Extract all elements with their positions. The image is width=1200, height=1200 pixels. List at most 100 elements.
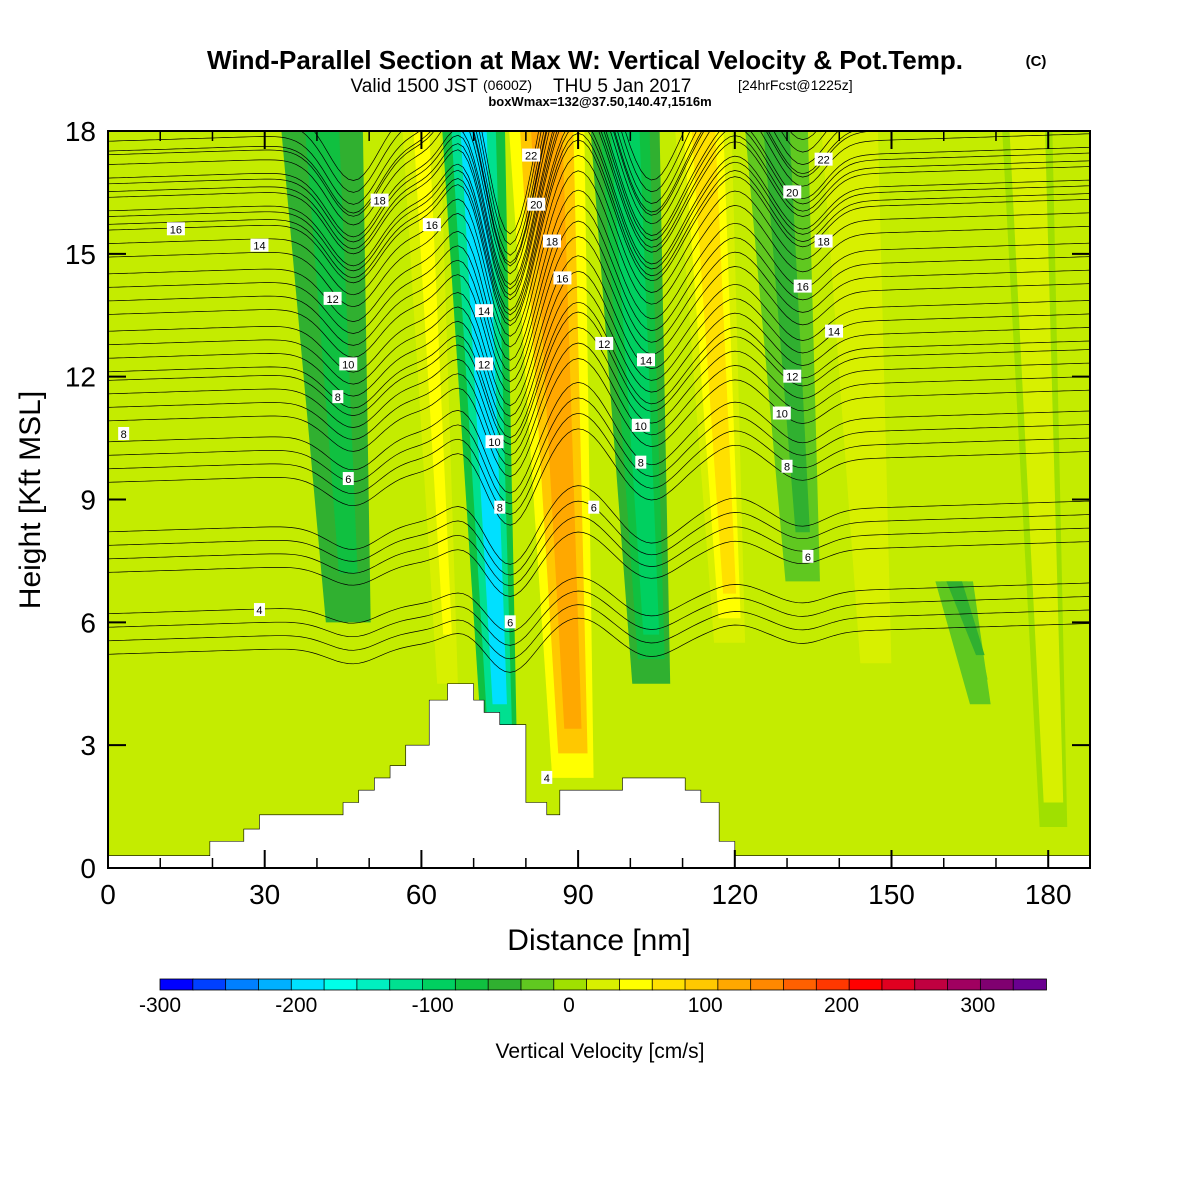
velocity-band [460,131,507,705]
contour-label-text: 10 [488,437,500,449]
contour-label-text: 12 [478,359,490,371]
colorbar-tick-label: -300 [139,994,181,1017]
colorbar-swatch [159,978,194,991]
theta-contour-line [108,131,1090,311]
theta-contour-line [108,590,1090,646]
contour-label-bg [166,222,185,236]
plot-area: 16 14 18 16 12 10 8 6 8 4 14 12 10 8 6 22 20 18 16 12 14 10 8 6… [108,131,1090,868]
vertical-velocity-field [281,131,1068,828]
theta-contour-line [108,132,1090,322]
contour-label: 18 [814,234,833,249]
contour-label-bg [802,549,814,563]
theta-contour-line [108,270,1090,417]
subtitle-box-max: boxWmax=132@37.50,140.47,1516m [488,94,711,109]
contour-label-text: 8 [784,462,790,474]
colorbar-swatch [192,978,227,991]
theta-contour-line [108,382,1090,494]
contour-label: 14 [250,238,269,253]
contour-label-bg [825,324,844,338]
theta-contour-line [108,131,839,256]
y-axis-label: Height [Kft MSL] [14,391,47,609]
colorbar-tick-label: 100 [688,994,723,1017]
x-tick-label: 60 [406,879,437,910]
contour-label-bg [253,603,265,617]
colorbar-swatch [947,978,982,991]
contour-label-text: 22 [817,155,829,167]
y-tick-label: 9 [80,485,96,516]
contour-label-bg [250,238,269,252]
colorbar-swatch [389,978,424,991]
contour-label: 16 [422,218,441,232]
velocity-band [837,131,883,615]
contour-label-bg [553,271,572,285]
colorbar-swatch [848,978,883,991]
contour-label-bg [588,500,600,514]
contour-label-text: 20 [786,187,798,199]
contour-label-bg [118,426,130,440]
theta-contour-line [108,286,1090,428]
contour-label: 12 [323,291,342,306]
x-axis-label: Distance [nm] [507,924,690,957]
contour-label: 16 [553,271,572,285]
subtitle-zulu: (0600Z) [483,77,532,93]
contour-label-text: 10 [635,421,647,433]
contour-label: 12 [475,357,494,371]
contour-label-bg [541,770,553,784]
contour-label: 18 [542,234,561,249]
contour-label-text: 22 [525,151,537,163]
contour-label: 16 [166,222,185,236]
colorbar-swatch [651,978,686,991]
contour-label-text: 18 [546,237,558,249]
velocity-band [1016,131,1060,778]
theta-contour-line [108,131,855,264]
subtitle-date: THU 5 Jan 2017 [553,76,691,97]
colorbar-tick-label: -100 [412,994,454,1017]
x-tick-label: 30 [249,879,280,910]
contour-label: 6 [342,472,354,486]
contour-label-bg [527,197,546,211]
theta-contour-line [108,131,1090,285]
colorbar-swatch [258,978,293,991]
contour-label-bg [494,500,506,514]
contour-label-bg [783,369,802,383]
colorbar-swatch [553,978,588,991]
contour-label: 20 [527,197,546,212]
contour-label: 12 [783,369,802,384]
colorbar-swatch [684,978,719,991]
colorbar-swatch [454,978,490,991]
velocity-band [940,581,988,680]
contour-label-bg [504,615,516,629]
theta-contour-line [108,301,1090,439]
velocity-band [946,581,985,656]
theta-contour-line [108,397,1090,505]
contour-label: 6 [504,615,516,629]
colorbar-swatch [520,978,555,991]
contour-label-bg [370,193,389,207]
contour-label-bg [339,357,358,371]
x-tick-label: 150 [868,879,915,910]
theta-contour-line [108,131,1090,316]
theta-contour-line [108,342,1090,467]
contour-label-bg [814,234,833,248]
x-tick-label: 0 [100,879,116,910]
contour-label: 22 [814,152,833,167]
contour-label: 22 [522,148,541,163]
contour-label-text: 16 [426,220,438,232]
theta-contour-line [108,577,1090,633]
contour-label-bg [332,390,344,404]
chart-title: Wind-Parallel Section at Max W: Vertical… [207,45,963,75]
theta-contour-line [108,131,1090,275]
contour-label-text: 18 [373,196,385,208]
theta-contour-line [108,255,1090,407]
colorbar-swatch [619,978,654,991]
y-tick-label: 6 [80,607,96,638]
theta-contour-line [108,412,1090,515]
colorbar-swatch [1012,978,1047,991]
contour-label: 12 [595,336,614,351]
contour-label-bg [637,353,656,367]
colorbar-swatch [487,978,522,991]
contour-label-bg [631,418,650,432]
velocity-band [763,131,810,533]
contour-label-text: 6 [507,617,513,629]
contour-label-bg [793,279,812,293]
